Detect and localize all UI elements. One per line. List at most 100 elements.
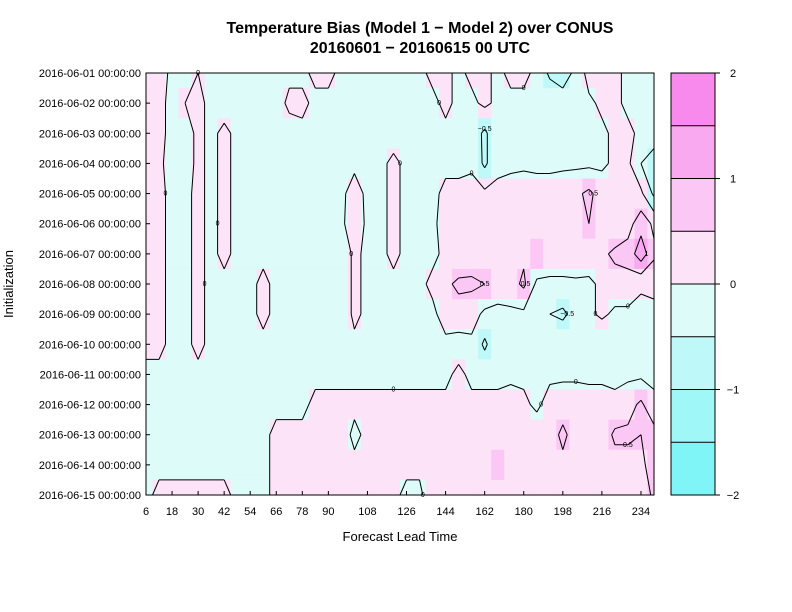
heatmap-cell	[569, 238, 583, 270]
heatmap-cell	[621, 208, 636, 240]
heatmap-cell	[634, 479, 649, 496]
heatmap-cell	[373, 359, 388, 391]
heatmap-cell	[269, 329, 284, 360]
heatmap-cell	[217, 449, 232, 481]
heatmap-cell	[621, 419, 636, 451]
heatmap-cell	[178, 73, 193, 89]
contour-label: −0.5	[478, 126, 492, 133]
heatmap-cell	[321, 148, 336, 180]
heatmap-cell	[439, 479, 453, 496]
heatmap-cell	[400, 118, 414, 149]
heatmap-cell	[178, 419, 193, 451]
heatmap-cell	[152, 479, 167, 496]
heatmap-cell	[373, 479, 388, 496]
x-axis-label: Forecast Lead Time	[343, 529, 458, 544]
heatmap-cell	[478, 73, 492, 89]
heatmap-cell	[556, 268, 570, 300]
heatmap-cell	[413, 118, 427, 149]
heatmap-cell	[582, 208, 596, 240]
contour-label: 0	[437, 100, 441, 107]
heatmap-cell	[491, 73, 505, 89]
heatmap-cell	[386, 299, 401, 330]
heatmap-cell	[517, 419, 531, 451]
heatmap-cell	[334, 419, 349, 451]
heatmap-cell	[400, 479, 414, 496]
heatmap-cell	[373, 88, 388, 119]
heatmap-cell	[400, 389, 414, 421]
heatmap-cell	[478, 88, 492, 119]
heatmap-cell	[595, 178, 610, 210]
heatmap-cell	[634, 449, 649, 481]
heatmap-cell	[595, 449, 610, 481]
heatmap-cell	[621, 73, 636, 89]
heatmap-cell	[347, 178, 362, 210]
heatmap-cell	[386, 208, 401, 240]
heatmap-cell	[465, 178, 479, 210]
heatmap-cell	[191, 268, 206, 300]
heatmap-cell	[647, 178, 655, 210]
heatmap-cell	[217, 268, 232, 300]
heatmap-cell	[556, 148, 570, 180]
contour-label: 0	[398, 160, 402, 167]
heatmap-cell	[517, 148, 531, 180]
heatmap-cell	[269, 208, 284, 240]
heatmap-cell	[152, 118, 167, 149]
heatmap-cell	[439, 449, 453, 481]
heatmap-cell	[178, 359, 193, 391]
y-tick-label: 2016-06-15 00:00:00	[39, 490, 141, 502]
heatmap-cell	[282, 73, 297, 89]
heatmap-cell	[465, 389, 479, 421]
heatmap-cell	[452, 449, 466, 481]
heatmap-cell	[191, 299, 206, 330]
heatmap-cell	[400, 178, 414, 210]
heatmap-cell	[152, 359, 167, 391]
heatmap-cell	[647, 238, 655, 270]
heatmap-cell	[556, 359, 570, 391]
heatmap-cell	[491, 449, 505, 481]
heatmap-cell	[556, 329, 570, 360]
heatmap-cell	[230, 389, 245, 421]
heatmap-cell	[321, 208, 336, 240]
heatmap-cell	[491, 148, 505, 180]
heatmap-cell	[452, 208, 466, 240]
colorbar-band	[671, 178, 715, 232]
heatmap-cell	[282, 238, 297, 270]
heatmap-cell	[400, 238, 414, 270]
heatmap-cell	[152, 238, 167, 270]
heatmap-cell	[360, 148, 375, 180]
heatmap-cell	[582, 479, 596, 496]
heatmap-cell	[269, 299, 284, 330]
heatmap-cell	[230, 329, 245, 360]
heatmap-cell	[426, 299, 440, 330]
heatmap-cell	[165, 389, 180, 421]
heatmap-cell	[400, 419, 414, 451]
heatmap-cell	[400, 148, 414, 180]
heatmap-cell	[165, 268, 180, 300]
heatmap-cell	[413, 178, 427, 210]
heatmap-cell	[334, 238, 349, 270]
heatmap-cell	[204, 238, 219, 270]
heatmap-cell	[504, 299, 518, 330]
heatmap-cell	[386, 88, 401, 119]
heatmap-cell	[256, 268, 271, 300]
heatmap-cell	[595, 299, 610, 330]
heatmap-cell	[504, 208, 518, 240]
heatmap-cell	[504, 268, 518, 300]
y-tick-label: 2016-06-09 00:00:00	[39, 309, 141, 321]
heatmap-cell	[582, 299, 596, 330]
heatmap-cell	[191, 88, 206, 119]
contour-label: 0	[626, 304, 630, 311]
heatmap-cell	[478, 329, 492, 360]
heatmap-cell	[204, 299, 219, 330]
heatmap-cell	[165, 118, 180, 149]
contour-label: 1	[645, 251, 649, 258]
heatmap-cell	[165, 178, 180, 210]
heatmap-cell	[452, 419, 466, 451]
heatmap-cell	[478, 148, 492, 180]
heatmap-cell	[595, 419, 610, 451]
heatmap-cell	[465, 359, 479, 391]
x-tick-label: 90	[322, 506, 334, 518]
heatmap-cell	[465, 88, 479, 119]
heatmap-cell	[243, 449, 258, 481]
heatmap-cell	[386, 449, 401, 481]
